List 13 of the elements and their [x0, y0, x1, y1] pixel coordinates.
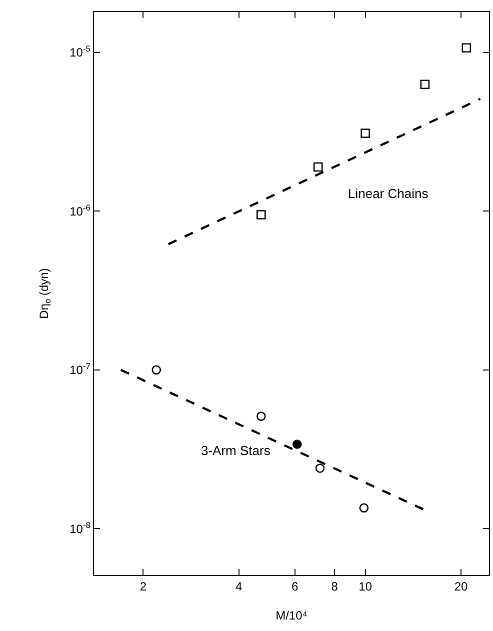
y-tick-label: 10$^{-8}$ — [70, 520, 91, 536]
y-tick-label: 10$^{-5}$ — [70, 44, 91, 60]
text: Linear Chains — [348, 186, 429, 201]
x-tick-label: 4 — [236, 580, 243, 594]
x-tick-label: 2 — [140, 580, 147, 594]
x-axis-title: M/10⁴ — [276, 608, 308, 622]
y-tick-label: 10$^{-7}$ — [70, 361, 91, 378]
x-tick-label: 10 — [358, 580, 372, 594]
y-tick-label: 10$^{-6}$ — [70, 202, 91, 218]
series-label: 3-Arm Stars — [201, 443, 271, 458]
x-tick-label: 6 — [291, 580, 298, 594]
x-tick-label: 8 — [331, 580, 338, 594]
x-tick-label: 20 — [454, 580, 468, 594]
